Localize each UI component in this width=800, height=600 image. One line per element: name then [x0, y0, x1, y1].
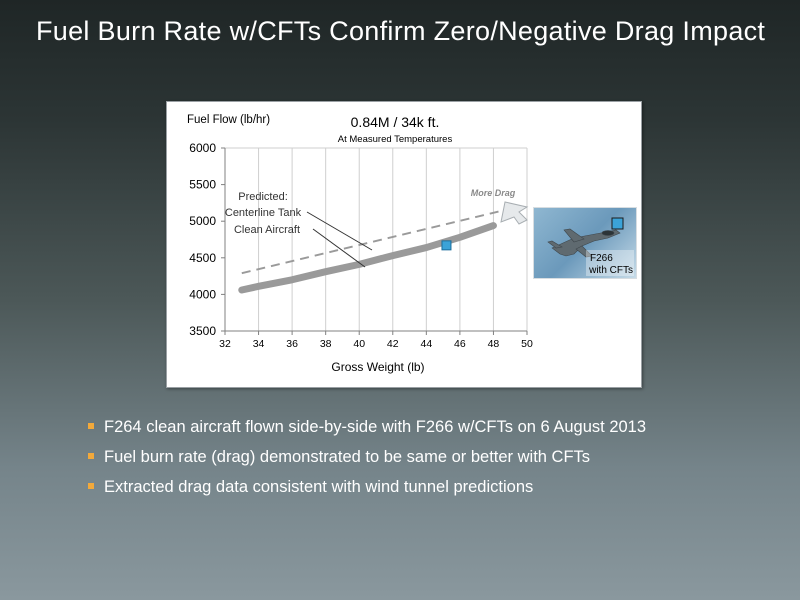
more-drag-arrow-icon: [500, 201, 529, 225]
x-tick-label: 50: [521, 338, 533, 350]
x-tick-label: 42: [387, 338, 399, 350]
y-axis-label: Fuel Flow (lb/hr): [187, 114, 270, 126]
bullet-icon: [88, 423, 94, 429]
y-tick-label: 5000: [189, 214, 216, 228]
x-tick-label: 38: [320, 338, 332, 350]
y-tick-label: 6000: [189, 141, 216, 155]
bullet-icon: [88, 453, 94, 459]
annotation-leader-clean: [312, 228, 366, 268]
bullet-item: F264 clean aircraft flown side-by-side w…: [88, 412, 646, 442]
x-tick-label: 44: [420, 338, 432, 350]
inset-label-line1: F266: [590, 253, 613, 264]
y-tick-label: 5500: [189, 178, 216, 192]
predicted-annotation-title: Predicted:: [238, 191, 288, 203]
bullet-item: Fuel burn rate (drag) demonstrated to be…: [88, 442, 646, 472]
more-drag-label: More Drag: [471, 188, 516, 198]
x-axis-label: Gross Weight (lb): [331, 360, 424, 374]
y-tick-label: 4000: [189, 287, 216, 301]
x-tick-label: 40: [353, 338, 365, 350]
bullet-list: F264 clean aircraft flown side-by-side w…: [88, 412, 646, 502]
y-tick-label: 3500: [189, 324, 216, 338]
x-tick-label: 32: [219, 338, 231, 350]
bullet-icon: [88, 483, 94, 489]
bullet-item: Extracted drag data consistent with wind…: [88, 472, 646, 502]
x-tick-label: 34: [253, 338, 265, 350]
chart-title: 0.84M / 34k ft.: [351, 114, 440, 130]
x-tick-label: 48: [488, 338, 500, 350]
slide-title: Fuel Burn Rate w/CFTs Confirm Zero/Negat…: [36, 16, 766, 46]
fuel-flow-chart: 32 34 36 38 40 42 44 46 48 50 3500 4000 4500 5000 5500…: [187, 114, 533, 374]
series-line-centerline-tank: [241, 207, 511, 275]
predicted-annotation-clean: Clean Aircraft: [234, 224, 300, 236]
annotation-leader-centerline: [306, 211, 373, 251]
bullet-text: Extracted drag data consistent with wind…: [104, 478, 534, 496]
inset-marker: [611, 217, 624, 230]
aircraft-icon: [547, 228, 621, 258]
bullet-text: F264 clean aircraft flown side-by-side w…: [104, 418, 647, 436]
inset-label-line2: with CFTs: [588, 265, 633, 276]
chart-subtitle: At Measured Temperatures: [338, 134, 453, 145]
y-tick-label: 4500: [189, 251, 216, 265]
x-tick-label: 46: [454, 338, 466, 350]
data-marker-f266: [441, 240, 452, 251]
x-tick-label: 36: [286, 338, 298, 350]
aircraft-photo-inset: F266 with CFTs: [533, 207, 637, 279]
predicted-annotation-centerline: Centerline Tank: [225, 207, 302, 219]
bullet-text: Fuel burn rate (drag) demonstrated to be…: [104, 448, 591, 466]
